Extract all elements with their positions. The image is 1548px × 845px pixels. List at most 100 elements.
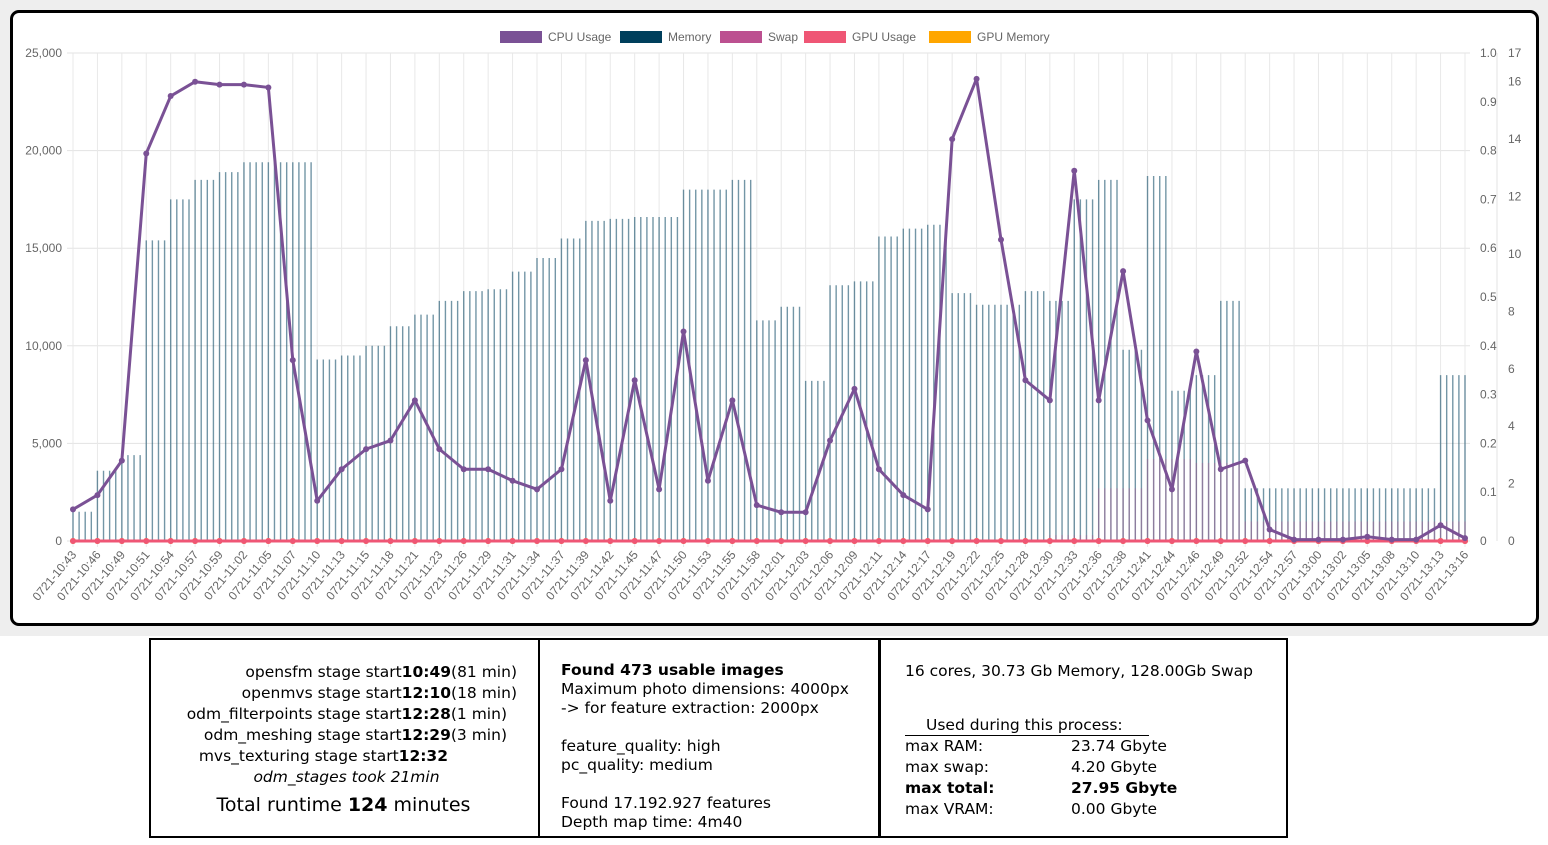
gpu-usage-point — [949, 538, 956, 544]
cpu-usage-point — [1120, 268, 1127, 275]
gpu-usage-point — [1120, 538, 1127, 544]
cpu-usage-point — [753, 502, 760, 509]
y-tick-left: 0 — [55, 534, 62, 548]
y-tick-right2: 8 — [1508, 304, 1515, 318]
y-tick-right1: 0.2 — [1480, 436, 1497, 450]
cpu-usage-point — [680, 328, 687, 335]
gpu-usage-point — [509, 538, 516, 544]
cpu-usage-point — [998, 236, 1004, 243]
gpu-usage-point — [1071, 538, 1078, 544]
feature-quality: feature_quality: high — [561, 737, 721, 755]
cpu-usage-point — [1462, 535, 1468, 542]
feature-extraction: -> for feature extraction: 2000px — [561, 699, 819, 717]
y-tick-right1: 1.0 — [1480, 46, 1497, 60]
stage-row: openmvs stage start12:10(18 min) — [151, 683, 517, 704]
cpu-usage-point — [582, 357, 589, 364]
cpu-usage-point — [1095, 397, 1102, 404]
cpu-usage-point — [704, 477, 711, 484]
gpu-usage-point — [363, 538, 370, 544]
stage-label: opensfm stage start — [245, 663, 402, 681]
features-found: Found 17.192.927 features — [561, 794, 771, 812]
gpu-usage-point — [778, 538, 785, 544]
legend-swatch — [720, 31, 762, 43]
stage-duration: (18 min) — [451, 684, 517, 702]
stage-duration: (3 min) — [450, 726, 507, 744]
gpu-usage-point — [411, 538, 418, 544]
gpu-usage-point — [387, 538, 394, 544]
legend-swatch — [929, 31, 971, 43]
gpu-usage-point — [485, 538, 492, 544]
stage-label: odm_meshing stage start — [203, 726, 402, 744]
legend-swatch — [500, 31, 542, 43]
y-tick-left: 10,000 — [25, 339, 62, 353]
cpu-usage-point — [1437, 522, 1444, 529]
legend-label: CPU Usage — [548, 30, 612, 44]
gpu-usage-point — [436, 538, 443, 544]
cpu-usage-point — [1266, 526, 1273, 533]
gpu-usage-point — [534, 538, 540, 544]
cpu-usage-point — [900, 492, 907, 499]
stage-time: 10:49 — [401, 663, 452, 681]
cpu-usage-point — [631, 377, 638, 384]
cpu-usage-point — [1022, 377, 1029, 384]
y-tick-left: 20,000 — [25, 144, 62, 158]
cpu-usage-point — [167, 93, 174, 100]
y-tick-right2: 0 — [1508, 534, 1515, 548]
gpu-usage-point — [216, 538, 223, 544]
stage-row: mvs_texturing stage start12:32 — [151, 746, 448, 767]
gpu-usage-point — [1193, 538, 1200, 544]
cpu-usage-point — [1242, 457, 1249, 464]
gpu-usage-point — [875, 538, 882, 544]
gpu-usage-point — [240, 538, 247, 544]
stages-panel: opensfm stage start10:49(81 min) openmvs… — [149, 638, 540, 838]
system-panel: 16 cores, 30.73 Gb Memory, 128.00Gb Swap… — [879, 638, 1288, 838]
images-panel: Found 473 usable images Maximum photo di… — [538, 638, 880, 838]
gpu-usage-point — [460, 538, 467, 544]
depth-map-time: Depth map time: 4m40 — [561, 813, 743, 831]
cpu-usage-point — [143, 150, 150, 157]
cpu-usage-point — [1339, 536, 1346, 543]
stage-label: mvs_texturing stage start — [198, 747, 399, 765]
cpu-usage-point — [827, 437, 834, 444]
gpu-usage-point — [680, 538, 687, 544]
y-tick-right1: 0.4 — [1480, 339, 1497, 353]
cpu-usage-point — [265, 84, 272, 91]
cpu-usage-point — [778, 509, 785, 516]
stage-time: 12:10 — [401, 684, 452, 702]
stage-row: opensfm stage start10:49(81 min) — [151, 662, 517, 683]
y-tick-right1: 0.7 — [1480, 192, 1497, 206]
cpu-usage-point — [216, 81, 223, 88]
gpu-usage-point — [631, 538, 638, 544]
cpu-usage-point — [1364, 533, 1371, 540]
gpu-usage-point — [192, 538, 199, 544]
y-tick-right2: 12 — [1508, 190, 1522, 204]
y-tick-right1: 0.3 — [1480, 388, 1497, 402]
cpu-usage-point — [1217, 466, 1224, 473]
cpu-usage-point — [1315, 536, 1322, 543]
cpu-usage-point — [1046, 397, 1053, 404]
cpu-usage-line — [72, 77, 1466, 542]
gpu-usage-point — [1095, 538, 1102, 544]
legend-label: Memory — [668, 30, 711, 44]
cpu-usage-point — [94, 492, 101, 499]
stage-time: 12:29 — [401, 726, 451, 744]
cpu-usage-point — [363, 446, 370, 453]
gpu-usage-point — [118, 538, 125, 544]
stage-row: odm_meshing stage start12:29(3 min) — [151, 725, 507, 746]
row-label: max VRAM: — [905, 800, 994, 818]
gpu-usage-point — [1364, 538, 1371, 544]
cpu-usage-point — [509, 477, 516, 484]
gpu-usage-point — [998, 538, 1004, 544]
gpu-usage-point — [802, 538, 809, 544]
total-suffix: minutes — [387, 794, 471, 816]
stage-label: openmvs stage start — [241, 684, 402, 702]
gpu-usage-point — [582, 538, 589, 544]
legend-swatch — [620, 31, 662, 43]
row-label: max RAM: — [905, 737, 984, 755]
y-tick-right1: 0.5 — [1480, 290, 1497, 304]
cpu-usage-point — [240, 81, 247, 88]
row-label: max total: — [905, 779, 995, 797]
cpu-usage-point — [656, 486, 663, 493]
cpu-usage-point — [314, 497, 321, 504]
gpu-usage-point — [94, 538, 101, 544]
